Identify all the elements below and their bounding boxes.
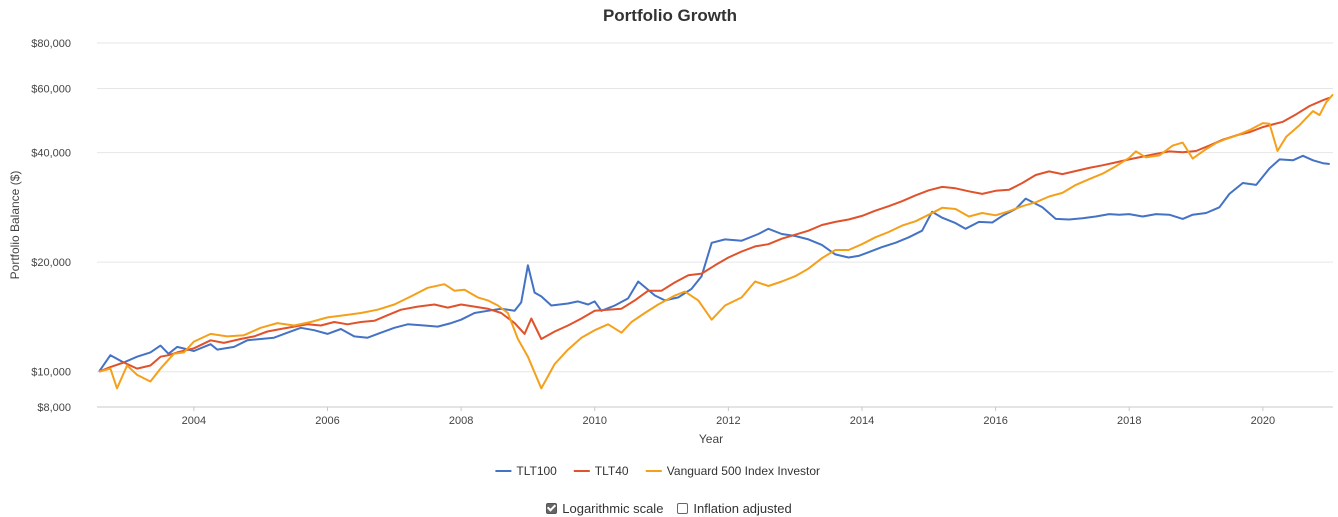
inflation-option[interactable]: Inflation adjusted <box>677 499 792 517</box>
x-tick-label: 2018 <box>1117 415 1141 427</box>
y-tick-label: $60,000 <box>31 83 71 95</box>
x-tick-label: 2020 <box>1251 415 1275 427</box>
x-tick-label: 2012 <box>716 415 740 427</box>
y-tick-label: $20,000 <box>31 257 71 269</box>
x-tick-label: 2008 <box>449 415 473 427</box>
chart-title: Portfolio Growth <box>603 6 737 25</box>
x-tick-label: 2004 <box>182 415 206 427</box>
legend-label: Vanguard 500 Index Investor <box>667 464 820 478</box>
legend-item[interactable]: TLT40 <box>573 464 629 478</box>
chart-legend: TLT100 TLT40 Vanguard 500 Index Investor <box>495 464 820 478</box>
y-tick-label: $80,000 <box>31 38 71 50</box>
y-axis-title: Portfolio Balance ($) <box>8 171 22 280</box>
series-line-tlt100 <box>98 154 1330 373</box>
legend-label: TLT40 <box>595 464 629 478</box>
chart-axes: $8,000 $10,000 $20,000 $40,000 $60,000 $80,00… <box>31 38 1275 427</box>
log-scale-label: Logarithmic scale <box>562 500 664 516</box>
chart-gridlines <box>97 42 1333 408</box>
x-tick-label: 2014 <box>850 415 874 427</box>
log-scale-checkbox[interactable] <box>546 502 558 514</box>
y-tick-label: $10,000 <box>31 367 71 379</box>
x-tick-label: 2010 <box>582 415 606 427</box>
chart-options: Logarithmic scale Inflation adjusted <box>0 499 1338 517</box>
series-line-vanguard-500-index-investor <box>98 93 1334 390</box>
y-tick-label: $40,000 <box>31 148 71 160</box>
legend-label: TLT100 <box>516 464 557 478</box>
x-tick-label: 2006 <box>315 415 339 427</box>
chart-series-group <box>98 93 1334 390</box>
x-axis-title: Year <box>699 432 723 446</box>
inflation-adjusted-label: Inflation adjusted <box>693 500 792 516</box>
series-line-tlt40 <box>98 96 1331 373</box>
legend-item[interactable]: TLT100 <box>495 464 557 478</box>
y-tick-label: $8,000 <box>37 402 71 414</box>
portfolio-growth-chart: $8,000 $10,000 $20,000 $40,000 $60,000 $80,00… <box>8 6 1334 478</box>
x-tick-label: 2016 <box>983 415 1007 427</box>
inflation-adjusted-checkbox[interactable] <box>677 502 689 514</box>
log-scale-option[interactable]: Logarithmic scale <box>546 499 663 517</box>
legend-item[interactable]: Vanguard 500 Index Investor <box>645 464 820 478</box>
